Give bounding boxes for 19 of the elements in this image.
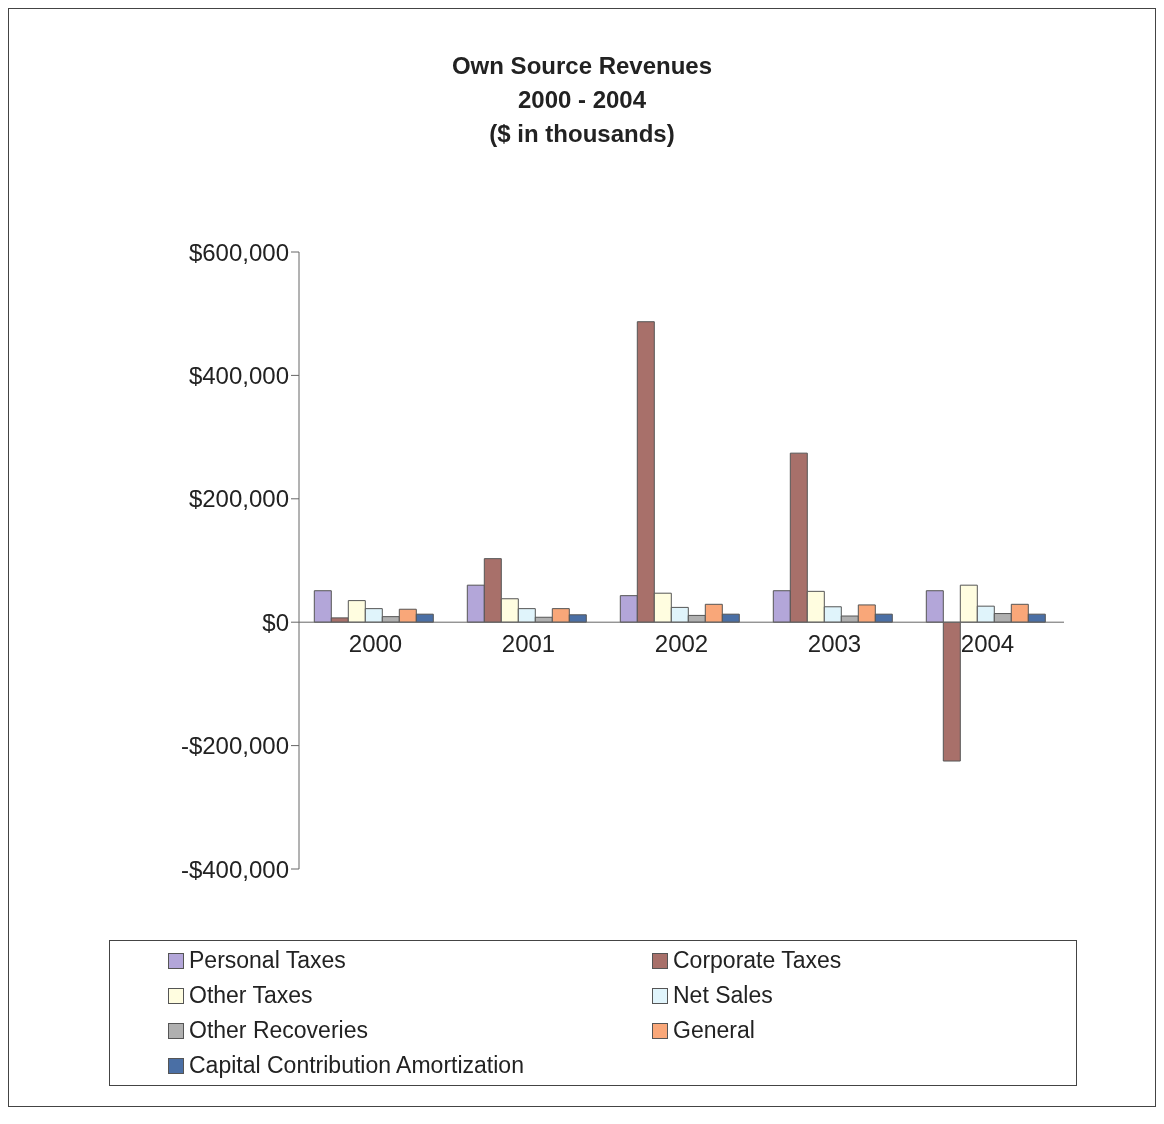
legend-label: Corporate Taxes: [673, 947, 842, 974]
legend-label: Other Taxes: [189, 982, 313, 1009]
legend-label: General: [673, 1017, 755, 1044]
y-tick-label: $600,000: [188, 238, 289, 266]
x-tick-label: 2002: [654, 630, 709, 658]
x-tick-label: 2004: [960, 630, 1015, 658]
legend-label: Net Sales: [673, 982, 773, 1009]
x-tick-label: 2003: [807, 630, 862, 658]
legend-label: Capital Contribution Amortization: [189, 1052, 524, 1079]
y-tick-label: $400,000: [188, 361, 289, 389]
legend-label: Personal Taxes: [189, 947, 346, 974]
y-tick-label: $0: [262, 608, 289, 636]
y-tick-label: -$400,000: [180, 855, 289, 883]
chart-title: Own Source Revenues 2000 - 2004 ($ in thousands): [450, 51, 714, 149]
x-tick-label: 2001: [501, 630, 556, 658]
y-tick-label: $200,000: [188, 485, 289, 513]
x-tick-label: 2000: [348, 630, 403, 658]
legend-label: Other Recoveries: [189, 1017, 368, 1044]
y-tick-label: -$200,000: [180, 732, 289, 760]
